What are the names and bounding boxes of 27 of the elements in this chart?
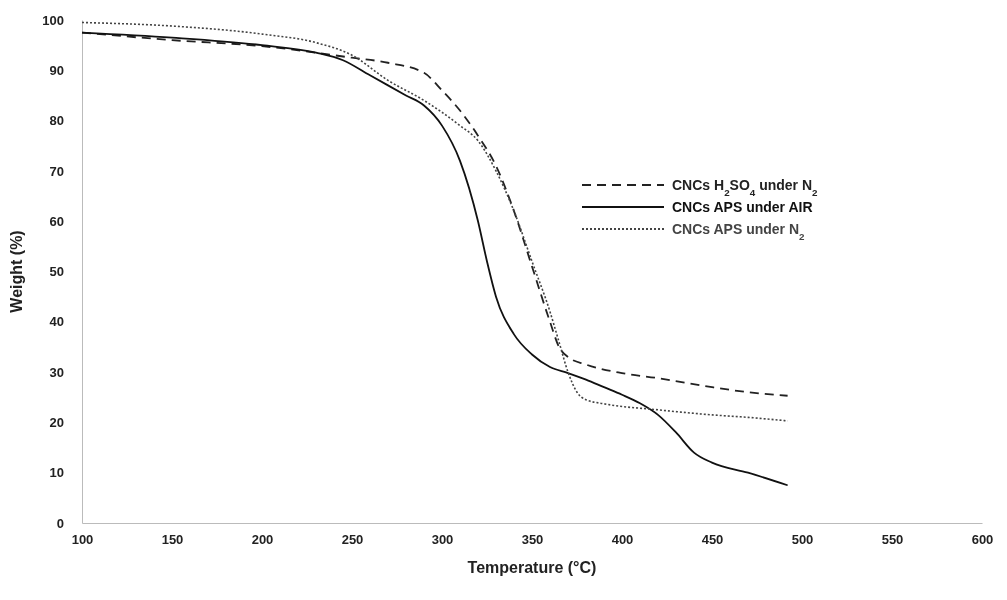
text: CNCs APS under AIR xyxy=(672,199,813,215)
x-tick-label: 500 xyxy=(791,532,814,548)
x-axis-title: Temperature (°C) xyxy=(467,559,597,576)
y-axis-title: Weight (%) xyxy=(8,230,25,313)
text: CNCs H$_{2}$SO$_{4}$ under N$_{2}$ xyxy=(672,177,819,198)
x-tick-label: 600 xyxy=(971,532,994,548)
y-tick-label: 50 xyxy=(49,264,64,280)
y-tick-label: 100 xyxy=(42,12,64,28)
text: CNCs APS under N$_{2}$ xyxy=(672,221,806,242)
x-tick-label: 400 xyxy=(611,532,634,548)
y-tick-label: 40 xyxy=(49,314,64,330)
x-tick-label: 200 xyxy=(251,532,274,548)
x-tick-label: 150 xyxy=(161,532,184,548)
x-tick-label: 450 xyxy=(701,532,724,548)
y-tick-label: 10 xyxy=(49,465,64,481)
y-tick-label: 60 xyxy=(49,213,64,229)
x-tick-label: 300 xyxy=(431,532,454,548)
y-tick-label: 20 xyxy=(49,415,64,431)
x-tick-label: 350 xyxy=(521,532,544,548)
x-tick-label: 550 xyxy=(881,532,904,548)
y-tick-label: 90 xyxy=(49,62,64,78)
y-tick-label: 30 xyxy=(49,364,64,380)
x-tick-label: 100 xyxy=(71,532,94,548)
y-tick-label: 80 xyxy=(49,113,64,129)
x-tick-label: 250 xyxy=(341,532,364,548)
y-tick-label: 0 xyxy=(56,515,64,531)
y-tick-label: 70 xyxy=(49,163,64,179)
